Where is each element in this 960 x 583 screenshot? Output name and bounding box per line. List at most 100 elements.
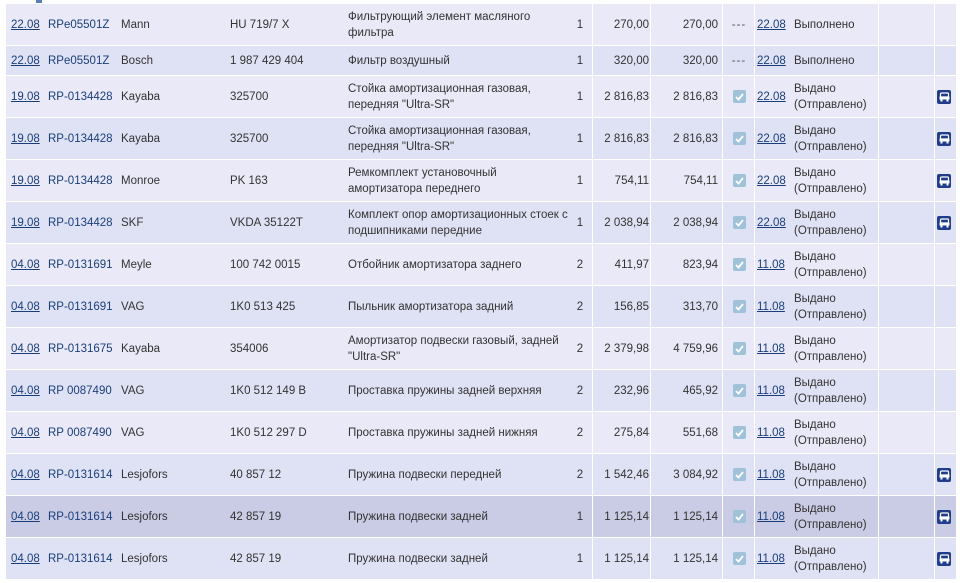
quantity-cell: 2 bbox=[572, 370, 588, 411]
description-cell: Стойка амортизационная газовая, передняя… bbox=[348, 76, 568, 117]
delivery-date-link[interactable]: 11.08 bbox=[757, 552, 785, 565]
part-description: Амортизатор подвески газовый, задней "Ul… bbox=[348, 334, 559, 363]
order-date-link[interactable]: 04.08 bbox=[11, 342, 40, 355]
part-description: Ремкомплект установочный амортизатора пе… bbox=[348, 166, 497, 195]
order-number-link[interactable]: RP-0131691 bbox=[48, 300, 113, 313]
delivery-date-link[interactable]: 11.08 bbox=[757, 426, 785, 439]
column-divider bbox=[722, 118, 723, 159]
quantity-value: 1 bbox=[576, 552, 584, 565]
delivery-date-cell: 11.08 bbox=[757, 496, 789, 537]
order-date-link[interactable]: 04.08 bbox=[11, 510, 40, 523]
part-description: Фильтр воздушный bbox=[348, 54, 450, 67]
vehicle-cell bbox=[934, 496, 954, 537]
column-divider bbox=[754, 244, 755, 285]
price-value: 754,11 bbox=[614, 174, 649, 187]
status-cell: Выдано (Отправлено) bbox=[794, 328, 879, 369]
column-divider bbox=[878, 454, 879, 495]
sum-value: 270,00 bbox=[682, 18, 718, 31]
checkmark-icon bbox=[732, 90, 746, 103]
delivery-date-link[interactable]: 11.08 bbox=[757, 468, 785, 481]
vehicle-cell bbox=[934, 454, 954, 495]
order-date-link[interactable]: 04.08 bbox=[11, 258, 40, 271]
brand-text: SKF bbox=[121, 216, 144, 229]
brand-text: VAG bbox=[121, 384, 145, 397]
car-icon[interactable] bbox=[937, 173, 951, 188]
order-date-link[interactable]: 19.08 bbox=[11, 90, 40, 103]
order-date-link[interactable]: 19.08 bbox=[11, 132, 40, 145]
delivery-date-link[interactable]: 22.08 bbox=[757, 174, 786, 187]
delivery-date-link[interactable]: 22.08 bbox=[757, 18, 786, 31]
order-number-link[interactable]: RP-0131614 bbox=[48, 510, 113, 523]
order-number-link[interactable]: RPe05501Z bbox=[48, 18, 110, 31]
order-number-link[interactable]: RP-0134428 bbox=[48, 174, 113, 187]
column-divider bbox=[650, 76, 651, 117]
delivery-date-link[interactable]: 22.08 bbox=[757, 216, 786, 229]
column-divider bbox=[878, 370, 879, 411]
car-icon[interactable] bbox=[937, 89, 951, 104]
car-icon[interactable] bbox=[937, 131, 951, 146]
order-date-link[interactable]: 19.08 bbox=[11, 216, 40, 229]
car-icon[interactable] bbox=[937, 509, 951, 524]
car-icon[interactable] bbox=[937, 215, 951, 230]
quantity-cell: 2 bbox=[572, 328, 588, 369]
car-icon[interactable] bbox=[937, 551, 951, 566]
order-date-link[interactable]: 22.08 bbox=[11, 18, 40, 31]
delivery-date-link[interactable]: 11.08 bbox=[757, 384, 785, 397]
order-date-cell: 04.08 bbox=[11, 538, 47, 579]
delivery-date-link[interactable]: 11.08 bbox=[757, 258, 785, 271]
order-date-link[interactable]: 04.08 bbox=[11, 468, 40, 481]
order-date-link[interactable]: 04.08 bbox=[11, 384, 40, 397]
brand-text: VAG bbox=[121, 426, 145, 439]
price-cell: 1 125,14 bbox=[594, 538, 649, 579]
order-date-link[interactable]: 04.08 bbox=[11, 552, 40, 565]
order-number-link[interactable]: RPe05501Z bbox=[48, 54, 110, 67]
order-date-link[interactable]: 22.08 bbox=[11, 54, 40, 67]
status-cell: Выполнено bbox=[794, 4, 879, 45]
vehicle-cell bbox=[934, 46, 954, 75]
column-divider bbox=[592, 160, 593, 201]
order-date-link[interactable]: 04.08 bbox=[11, 426, 40, 439]
delivery-date-link[interactable]: 11.08 bbox=[757, 510, 785, 523]
article-cell: 100 742 0015 bbox=[230, 244, 345, 285]
column-divider bbox=[934, 76, 935, 117]
delivery-date-link[interactable]: 11.08 bbox=[757, 300, 785, 313]
status-cell: Выдано (Отправлено) bbox=[794, 412, 879, 453]
quantity-value: 1 bbox=[576, 90, 584, 103]
quantity-cell: 1 bbox=[572, 538, 588, 579]
brand-cell: Kayaba bbox=[121, 328, 226, 369]
checkmark-icon bbox=[732, 426, 746, 439]
brand-cell: VAG bbox=[121, 412, 226, 453]
order-number-link[interactable]: RP-0134428 bbox=[48, 132, 113, 145]
order-date-link[interactable]: 04.08 bbox=[11, 300, 40, 313]
order-number-link[interactable]: RP-0131614 bbox=[48, 552, 113, 565]
table-row: 04.08 RP-0131691 Meyle 100 742 0015 Отбойник… bbox=[6, 244, 956, 286]
quantity-value: 1 bbox=[576, 54, 584, 67]
article-cell: VKDA 35122T bbox=[230, 202, 345, 243]
order-date-link[interactable]: 19.08 bbox=[11, 174, 40, 187]
confirmation-cell bbox=[726, 328, 752, 369]
order-number-link[interactable]: RP 0087490 bbox=[48, 384, 112, 397]
delivery-date-link[interactable]: 22.08 bbox=[757, 132, 786, 145]
vehicle-cell bbox=[934, 328, 954, 369]
article-number: 325700 bbox=[230, 132, 269, 145]
order-number-link[interactable]: RP-0134428 bbox=[48, 90, 113, 103]
delivery-date-link[interactable]: 22.08 bbox=[757, 90, 786, 103]
delivery-date-link[interactable]: 11.08 bbox=[757, 342, 785, 355]
order-number-link[interactable]: RP-0131614 bbox=[48, 468, 113, 481]
order-date-cell: 04.08 bbox=[11, 286, 47, 327]
car-icon[interactable] bbox=[937, 467, 951, 482]
confirmation-mark: --- bbox=[731, 54, 747, 67]
delivery-date-link[interactable]: 22.08 bbox=[757, 54, 786, 67]
quantity-cell: 2 bbox=[572, 454, 588, 495]
order-number-link[interactable]: RP-0131691 bbox=[48, 258, 113, 271]
order-number-link[interactable]: RP-0131675 bbox=[48, 342, 113, 355]
column-divider bbox=[592, 244, 593, 285]
description-cell: Проставка пружины задней нижняя bbox=[348, 412, 568, 453]
article-number: 42 857 19 bbox=[230, 510, 282, 523]
order-number-link[interactable]: RP-0134428 bbox=[48, 216, 113, 229]
sum-cell: 1 125,14 bbox=[652, 538, 718, 579]
column-divider bbox=[934, 412, 935, 453]
status-cell: Выдано (Отправлено) bbox=[794, 244, 879, 285]
order-number-link[interactable]: RP 0087490 bbox=[48, 426, 112, 439]
checkmark-icon bbox=[732, 216, 746, 229]
